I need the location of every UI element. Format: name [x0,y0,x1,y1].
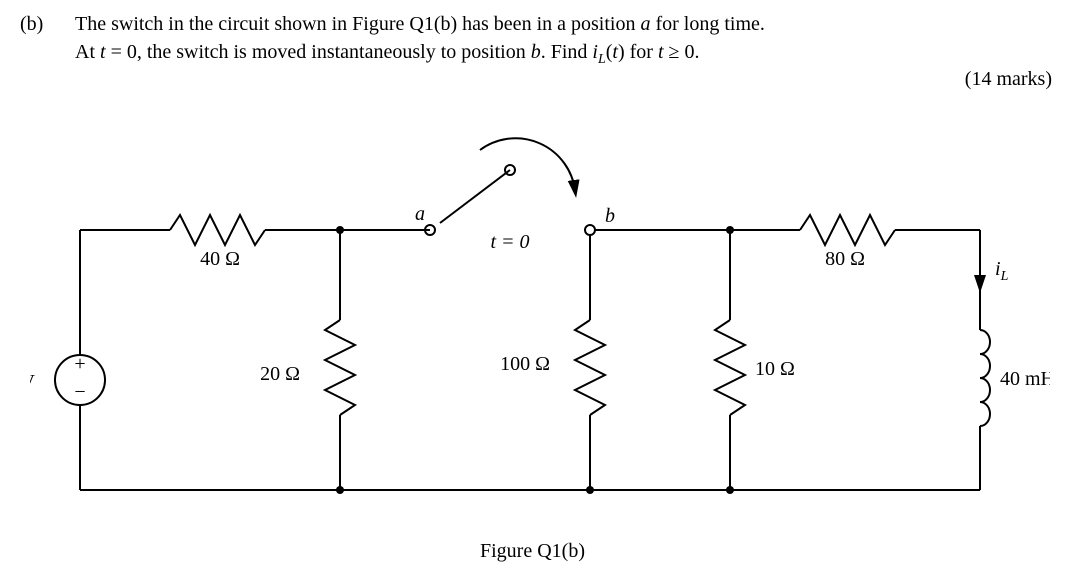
vsrc-minus: − [74,381,85,403]
resistor-10 [715,320,745,415]
switch-t-label: t = 0 [490,231,529,253]
r20-label: 20 Ω [260,363,300,385]
resistor-80 [800,215,895,245]
problem-statement: (b) The switch in the circuit shown in F… [20,10,1062,70]
switch-blade [440,170,510,223]
figure-caption: Figure Q1(b) [480,540,585,563]
r80-label: 80 Ω [825,248,865,270]
resistor-20 [325,320,355,415]
part-body: The switch in the circuit shown in Figur… [75,10,1055,70]
switch-a-label: a [415,203,425,225]
resistor-40 [170,215,265,245]
line2-end: ) for [618,41,658,63]
line2-geq: ≥ 0. [664,41,700,63]
line2-L: L [598,52,606,67]
circuit-diagram: + − 60 V 40 Ω 20 Ω a b t = 0 [30,120,1050,540]
line1-before: The switch in the circuit shown in Figur… [75,13,640,35]
vsrc-plus: + [74,353,85,375]
r40-label: 40 Ω [200,248,240,270]
r100-label: 100 Ω [500,353,550,375]
switch-terminal-b [585,225,595,235]
line1-after: for long time. [650,13,764,35]
r10-label: 10 Ω [755,358,795,380]
iL-label: iL [995,258,1009,284]
line2-after: . Find [541,41,593,63]
line2-before: At [75,41,100,63]
line1-a: a [640,13,650,35]
vsrc-label: 60 V [30,371,36,393]
inductor [980,330,990,426]
resistor-100 [575,320,605,415]
inductor-label: 40 mH [1000,368,1050,390]
part-label: (b) [20,10,70,38]
switch-b-label: b [605,205,615,227]
line2-eq: = 0, the switch is moved instantaneously… [106,41,531,63]
marks: (14 marks) [965,68,1052,91]
line2-b: b [531,41,541,63]
